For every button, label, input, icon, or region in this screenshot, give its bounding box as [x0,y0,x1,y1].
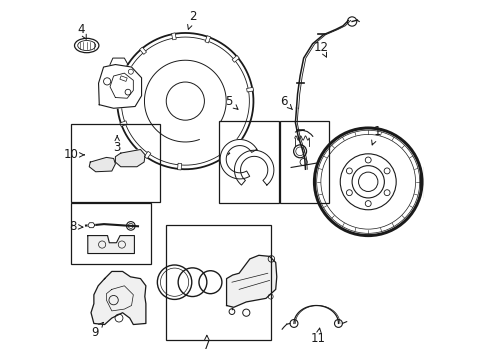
Bar [120,76,127,81]
Bar [204,36,210,43]
Text: 11: 11 [310,328,325,345]
Polygon shape [88,223,95,228]
Polygon shape [220,139,256,179]
Bar [171,33,176,40]
Bar [120,121,127,126]
Bar [219,121,278,203]
Bar [165,225,271,339]
Text: 1: 1 [371,125,380,145]
Text: 2: 2 [187,10,196,30]
Bar [246,87,253,92]
Polygon shape [89,157,115,172]
Text: 12: 12 [313,41,328,57]
Polygon shape [234,150,273,185]
Polygon shape [91,271,145,324]
Polygon shape [226,255,276,307]
Text: 6: 6 [280,95,292,110]
Bar [70,203,151,264]
Bar [144,151,151,159]
Text: 5: 5 [224,95,238,109]
Polygon shape [115,149,145,167]
Bar [140,47,146,54]
Bar [177,163,182,170]
Polygon shape [88,235,134,253]
Text: 8: 8 [69,220,83,233]
Text: 7: 7 [203,335,210,352]
Bar [70,125,160,202]
Text: 9: 9 [91,323,103,339]
Polygon shape [99,64,142,108]
Text: 10: 10 [63,148,84,161]
Text: 4: 4 [78,23,86,39]
Bar [280,121,328,203]
Text: 3: 3 [113,136,121,154]
Bar [232,55,239,62]
